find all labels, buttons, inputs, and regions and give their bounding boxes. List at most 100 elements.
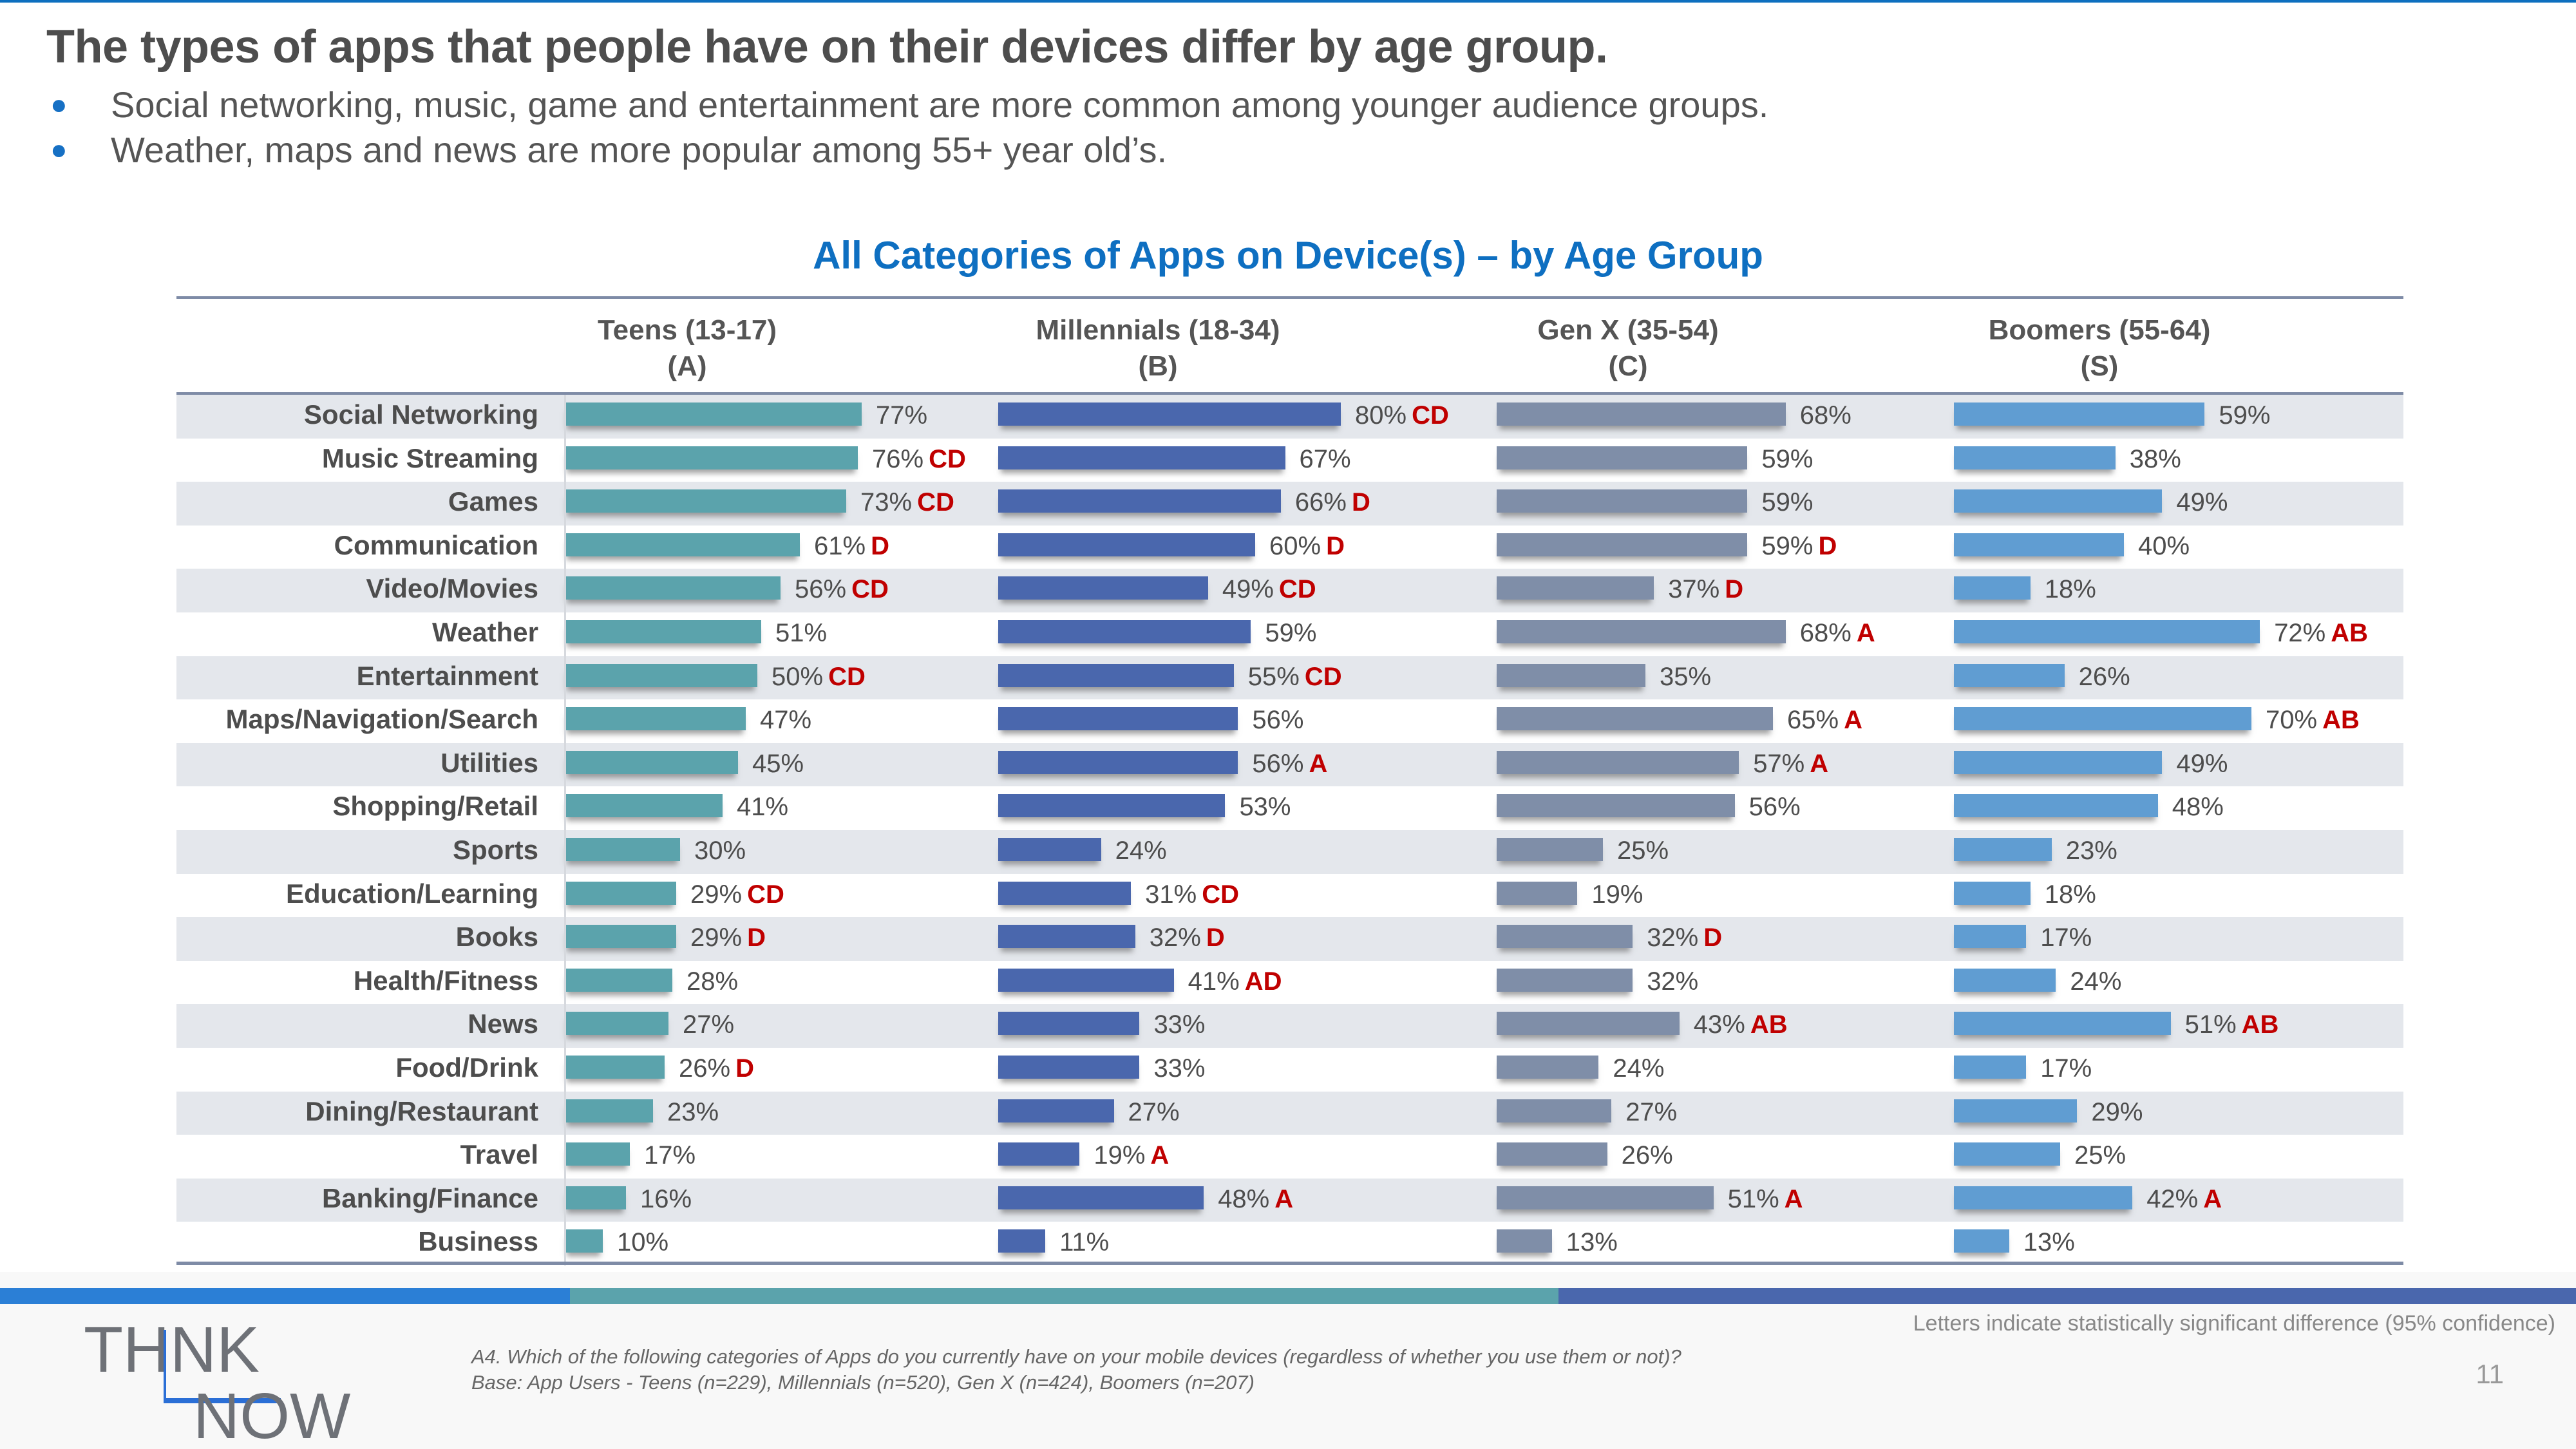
significance-letters: D — [747, 923, 766, 952]
value-text: 59% — [1761, 488, 1814, 517]
value-text: 59% — [1761, 531, 1814, 560]
bar-millennials — [998, 1099, 1114, 1122]
column-header-name: Gen X (35-54) — [1537, 314, 1719, 346]
table-row: Social Networking 77% 80% CD 68% 59% — [176, 395, 2403, 439]
value-text: 13% — [1566, 1228, 1618, 1257]
table-row: Education/Learning 29% CD 31% CD 19% 18% — [176, 874, 2403, 918]
bar-boomers — [1954, 1229, 2009, 1253]
value-text: 32% — [1149, 923, 1201, 952]
value-text: 56% — [1252, 749, 1304, 778]
bullet-item: ● Weather, maps and news are more popular… — [46, 128, 1768, 173]
bar-teens — [564, 446, 858, 469]
category-label: Dining/Restaurant — [305, 1095, 538, 1126]
significance-letters: CD — [929, 444, 966, 473]
value-text: 26% — [679, 1054, 731, 1083]
table-row: Sports 30% 24% 25% 23% — [176, 829, 2403, 874]
table-row: Health/Fitness 28% 41% AD 32% 24% — [176, 961, 2403, 1005]
value-text: 18% — [2044, 880, 2096, 909]
data-label-millennials: 31% CD — [1145, 879, 1239, 910]
category-label: Shopping/Retail — [332, 791, 538, 822]
bar-genx — [1497, 794, 1735, 818]
data-label-boomers: 70% AB — [2266, 705, 2360, 735]
data-label-genx: 13% — [1566, 1227, 1618, 1258]
bar-boomers — [1954, 446, 2116, 469]
value-text: 56% — [1252, 706, 1304, 735]
data-label-millennials: 60% D — [1269, 531, 1345, 562]
value-text: 59% — [1265, 618, 1317, 647]
category-label: Communication — [334, 529, 538, 560]
significance-letters: CD — [1412, 401, 1449, 430]
data-label-millennials: 80% CD — [1355, 400, 1449, 431]
column-header-genx: Gen X (35-54) (C) — [1435, 312, 1821, 384]
bar-millennials — [998, 837, 1101, 861]
value-text: 17% — [644, 1141, 696, 1170]
data-label-genx: 27% — [1625, 1097, 1677, 1128]
table-bottom-rule — [176, 1262, 2403, 1265]
category-label: Health/Fitness — [353, 965, 538, 996]
category-label: Games — [448, 486, 538, 517]
significance-letters: A — [1150, 1141, 1170, 1170]
bullet-dot-icon: ● — [50, 89, 68, 120]
bar-boomers — [1954, 881, 2031, 905]
data-label-millennials: 55% CD — [1248, 661, 1342, 692]
value-text: 55% — [1247, 662, 1300, 691]
bar-millennials — [998, 794, 1226, 818]
data-label-genx: 24% — [1613, 1053, 1664, 1084]
significance-letters: D — [1351, 488, 1370, 517]
table-row: Games 73% CD 66% D 59% 49% — [176, 482, 2403, 526]
category-label: Education/Learning — [285, 878, 538, 909]
data-label-millennials: 66% D — [1295, 487, 1370, 518]
category-label: Banking/Finance — [321, 1182, 538, 1213]
bar-teens — [564, 1186, 626, 1209]
data-label-millennials: 27% — [1128, 1097, 1180, 1128]
table-row: Business 10% 11% 13% 13% — [176, 1222, 2403, 1265]
data-label-genx: 32% D — [1647, 922, 1722, 953]
data-label-teens: 45% — [752, 748, 804, 779]
column-header-boomers: Boomers (55-64) (S) — [1906, 312, 2293, 384]
footer-stripe-segment — [570, 1288, 1558, 1304]
value-text: 16% — [640, 1184, 692, 1213]
data-label-teens: 73% CD — [860, 487, 954, 518]
logo-underline — [164, 1398, 281, 1403]
data-label-boomers: 23% — [2066, 835, 2117, 866]
data-label-genx: 68% — [1800, 400, 1852, 431]
bar-millennials — [998, 925, 1135, 949]
significance-letters: A — [1844, 706, 1862, 735]
data-label-genx: 56% — [1749, 791, 1801, 822]
value-text: 42% — [2146, 1184, 2199, 1213]
value-text: 17% — [2040, 1054, 2092, 1083]
data-label-teens: 61% D — [814, 531, 889, 562]
data-label-boomers: 72% AB — [2274, 618, 2368, 649]
category-label: Music Streaming — [321, 442, 538, 473]
bar-genx — [1497, 968, 1633, 992]
value-text: 23% — [667, 1097, 719, 1126]
bar-genx — [1497, 881, 1578, 905]
data-label-genx: 19% — [1591, 879, 1643, 910]
table-row: Books 29% D 32% D 32% D 17% — [176, 917, 2403, 961]
value-text: 45% — [752, 749, 804, 778]
bar-teens — [564, 750, 738, 774]
bar-teens — [564, 837, 680, 861]
data-label-millennials: 32% D — [1150, 922, 1225, 953]
significance-letters: CD — [851, 575, 889, 604]
value-text: 29% — [690, 923, 743, 952]
table-top-rule — [176, 296, 2403, 299]
significance-letters: CD — [828, 662, 866, 691]
value-text: 56% — [1748, 793, 1801, 822]
data-label-millennials: 59% — [1265, 618, 1316, 649]
data-label-genx: 51% A — [1728, 1184, 1803, 1215]
value-text: 41% — [737, 793, 789, 822]
data-label-boomers: 26% — [2079, 661, 2130, 692]
data-label-genx: 43% AB — [1694, 1009, 1788, 1040]
table-row: Communication 61% D 60% D 59% D 40% — [176, 526, 2403, 569]
chart-title: All Categories of Apps on Device(s) – by… — [813, 234, 1763, 277]
value-text: 80% — [1355, 401, 1407, 430]
bar-teens — [564, 1229, 603, 1253]
data-label-genx: 25% — [1617, 835, 1669, 866]
table-row: News 27% 33% 43% AB 51% AB — [176, 1004, 2403, 1048]
value-text: 48% — [1218, 1184, 1270, 1213]
key-findings-list: ● Social networking, music, game and ente… — [46, 82, 1768, 173]
category-label: Entertainment — [356, 660, 538, 691]
data-label-millennials: 67% — [1300, 444, 1351, 475]
bullet-dot-icon: ● — [50, 134, 68, 166]
